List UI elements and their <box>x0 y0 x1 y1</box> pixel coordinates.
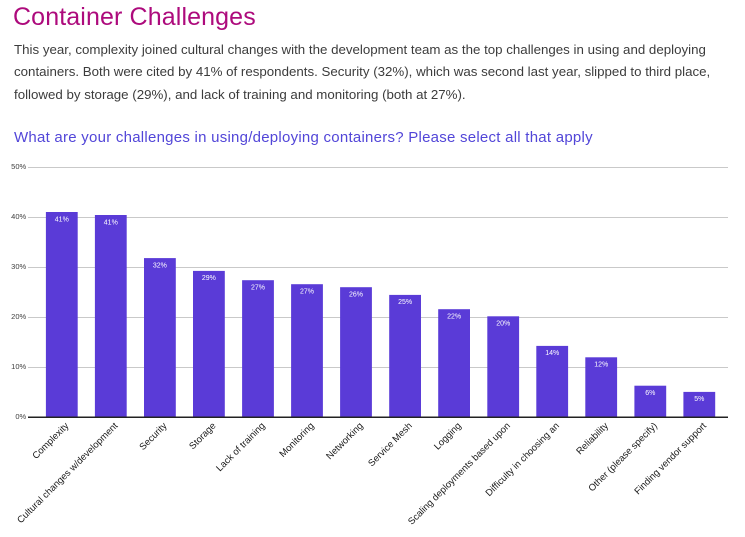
svg-text:Lack of training: Lack of training <box>214 421 267 474</box>
svg-text:14%: 14% <box>545 350 559 357</box>
svg-text:Monitoring: Monitoring <box>277 421 316 460</box>
svg-text:40%: 40% <box>11 212 26 221</box>
svg-text:Storage: Storage <box>187 421 218 452</box>
svg-text:41%: 41% <box>55 216 69 223</box>
svg-text:10%: 10% <box>11 362 26 371</box>
svg-text:29%: 29% <box>202 275 216 282</box>
svg-text:50%: 50% <box>11 162 26 171</box>
svg-text:Cultural changes w/development: Cultural changes w/development <box>15 420 120 525</box>
svg-text:41%: 41% <box>104 219 118 226</box>
svg-text:0%: 0% <box>15 412 26 421</box>
svg-text:Scaling deployments based upon: Scaling deployments based upon <box>406 421 513 528</box>
svg-text:5%: 5% <box>694 396 704 403</box>
svg-text:Complexity: Complexity <box>30 420 71 461</box>
svg-text:27%: 27% <box>300 289 314 296</box>
svg-text:12%: 12% <box>594 362 608 369</box>
svg-text:32%: 32% <box>153 262 167 269</box>
svg-text:25%: 25% <box>398 299 412 306</box>
svg-text:20%: 20% <box>11 312 26 321</box>
svg-text:30%: 30% <box>11 262 26 271</box>
svg-text:Security: Security <box>137 420 169 452</box>
svg-text:20%: 20% <box>496 321 510 328</box>
svg-text:Service Mesh: Service Mesh <box>366 421 414 469</box>
svg-text:Logging: Logging <box>432 421 464 453</box>
svg-text:26%: 26% <box>349 292 363 299</box>
svg-text:6%: 6% <box>645 390 655 397</box>
svg-text:27%: 27% <box>251 285 265 292</box>
svg-text:22%: 22% <box>447 314 461 321</box>
svg-text:Networking: Networking <box>324 421 365 462</box>
svg-text:Reliability: Reliability <box>574 420 611 457</box>
